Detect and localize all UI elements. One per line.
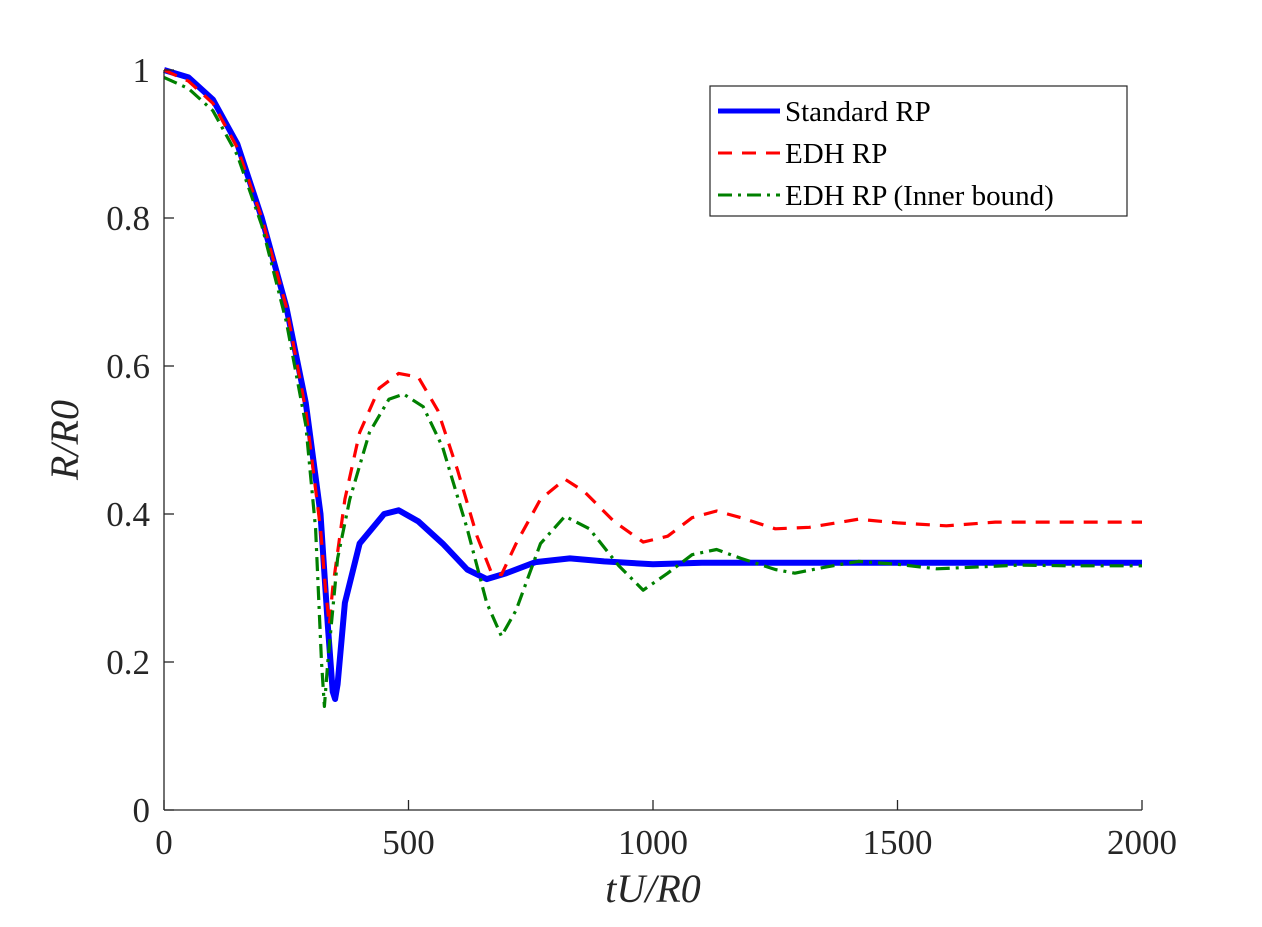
x-tick-label: 500 (382, 823, 435, 862)
x-tick-label: 2000 (1107, 823, 1177, 862)
y-tick-label: 0.6 (106, 347, 150, 386)
x-axis-label: tU/R0 (605, 866, 701, 911)
x-tick-label: 0 (155, 823, 173, 862)
legend: Standard RP EDH RP EDH RP (Inner bound) (709, 85, 1128, 217)
y-axis-label: R/R0 (42, 400, 87, 481)
series-line-2 (163, 68, 1142, 627)
axes-layer: 0 500 1000 1500 2000 0 0.2 0.4 0.6 0.8 1 (106, 51, 1177, 862)
labels-layer: tU/R0 R/R0 (42, 400, 701, 911)
legend-label-3: EDH RP (Inner bound) (785, 180, 1054, 212)
x-tick-label: 1000 (618, 823, 688, 862)
y-tick-label: 1 (133, 51, 151, 90)
series-layer (163, 67, 1142, 708)
x-tick-label: 1500 (863, 823, 933, 862)
legend-label-2: EDH RP (785, 138, 887, 170)
y-tick-label: 0.8 (106, 199, 150, 238)
legend-label-1: Standard RP (785, 96, 931, 128)
y-tick-label: 0 (133, 791, 151, 830)
y-tick-label: 0.2 (106, 643, 150, 682)
y-tick-label: 0.4 (106, 495, 150, 534)
